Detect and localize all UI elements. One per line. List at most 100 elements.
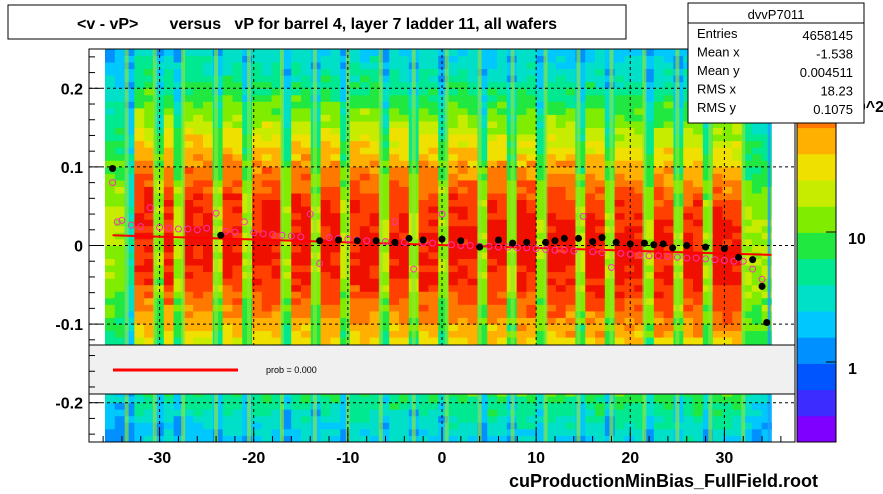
heatmap-cell (595, 173, 606, 181)
heatmap-cell (261, 153, 273, 161)
heatmap-cell (144, 271, 155, 279)
heatmap-cell (350, 75, 361, 83)
heatmap-cell (271, 415, 282, 423)
heatmap-cell (134, 166, 145, 174)
heatmap-cell (761, 134, 772, 142)
heatmap-cell (183, 402, 194, 410)
heatmap-cell (742, 193, 753, 201)
heatmap-cell (477, 422, 488, 430)
heatmap-cell (261, 173, 273, 181)
heatmap-cell (477, 317, 488, 325)
heatmap-cell (222, 291, 233, 299)
heatmap-cell (742, 232, 753, 240)
heatmap-cell (644, 265, 655, 273)
heatmap-cell (261, 75, 273, 83)
heatmap-cell (438, 68, 449, 76)
heatmap-cell (330, 134, 341, 142)
heatmap-cell (457, 219, 469, 227)
heatmap-cell (301, 415, 312, 423)
heatmap-cell (526, 206, 537, 214)
heatmap-cell (683, 337, 694, 345)
heatmap-cell (575, 297, 586, 305)
heatmap-cell (477, 140, 488, 148)
heatmap-cell (105, 81, 116, 89)
heatmap-cell (261, 278, 273, 286)
heatmap-cell (683, 304, 694, 312)
heatmap-cell (183, 75, 194, 83)
heatmap-cell (477, 291, 488, 299)
heatmap-cell (252, 147, 263, 155)
heatmap-cell (340, 271, 351, 279)
heatmap-cell (105, 238, 116, 246)
heatmap-cell (222, 422, 233, 430)
heatmap-cell (418, 258, 429, 266)
heatmap-cell (134, 49, 145, 56)
heatmap-cell (585, 153, 596, 161)
heatmap-cell (614, 219, 625, 227)
heatmap-cell (555, 199, 567, 207)
heatmap-cell (653, 153, 665, 161)
heatmap-cell (359, 107, 371, 115)
profile-point (749, 265, 757, 273)
heatmap-cell (281, 62, 292, 70)
heatmap-cell (653, 435, 665, 442)
heatmap-cell (163, 291, 175, 299)
heatmap-cell (722, 396, 733, 404)
heatmap-cell (624, 258, 635, 266)
heatmap-cell (144, 88, 155, 96)
heatmap-cell (555, 324, 567, 332)
heatmap-cell (487, 324, 498, 332)
heatmap-cell (575, 127, 586, 135)
heatmap-cell (751, 435, 763, 442)
heatmap-cell (742, 428, 753, 436)
heatmap-cell (144, 206, 155, 214)
heatmap-cell (183, 265, 194, 273)
heatmap-cell (663, 75, 674, 83)
heatmap-cell (487, 271, 498, 279)
heatmap-cell (565, 265, 576, 273)
heatmap-cell (497, 166, 508, 174)
profile-point (447, 241, 455, 249)
heatmap-cell (389, 160, 400, 168)
heatmap-cell (565, 147, 576, 155)
heatmap-cell (712, 330, 723, 338)
heatmap-cell (595, 81, 606, 89)
heatmap-cell (359, 166, 371, 174)
heatmap-cell (438, 212, 449, 220)
heatmap-cell (359, 304, 371, 312)
heatmap-cell (712, 317, 723, 325)
heatmap-cell (448, 435, 459, 442)
heatmap-cell (712, 199, 723, 207)
heatmap-cell (683, 284, 694, 292)
heatmap-cell (301, 271, 312, 279)
heatmap-cell (418, 166, 429, 174)
heatmap-cell (742, 337, 753, 345)
heatmap-cell (595, 422, 606, 430)
heatmap-cell (105, 284, 116, 292)
color-scale-cell (797, 311, 836, 338)
heatmap-cell (575, 311, 586, 318)
heatmap-cell (134, 114, 145, 122)
heatmap-cell (477, 55, 488, 63)
heatmap-cell (487, 62, 498, 70)
heatmap-cell (467, 101, 478, 109)
heatmap-cell (712, 186, 723, 194)
heatmap-cell (497, 232, 508, 240)
heatmap-cell (369, 49, 380, 56)
heatmap-cell (163, 62, 175, 70)
heatmap-cell (428, 199, 439, 207)
heatmap-cell (222, 252, 233, 259)
heatmap-cell (173, 415, 184, 423)
heatmap-cell (693, 422, 704, 430)
profile-point (655, 252, 663, 260)
heatmap-cell (369, 225, 380, 233)
heatmap-cell (457, 88, 469, 96)
heatmap-cell (653, 428, 665, 436)
heatmap-cell (702, 193, 714, 201)
heatmap-cell (173, 225, 184, 233)
heatmap-cell (350, 415, 361, 423)
heatmap-cell (389, 428, 400, 436)
heatmap-cell (497, 199, 508, 207)
heatmap-cell (144, 415, 155, 423)
heatmap-cell (154, 55, 165, 63)
